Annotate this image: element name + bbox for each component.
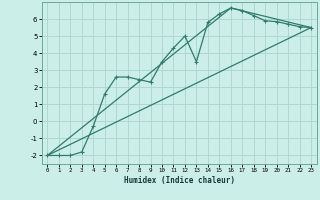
X-axis label: Humidex (Indice chaleur): Humidex (Indice chaleur)	[124, 176, 235, 185]
